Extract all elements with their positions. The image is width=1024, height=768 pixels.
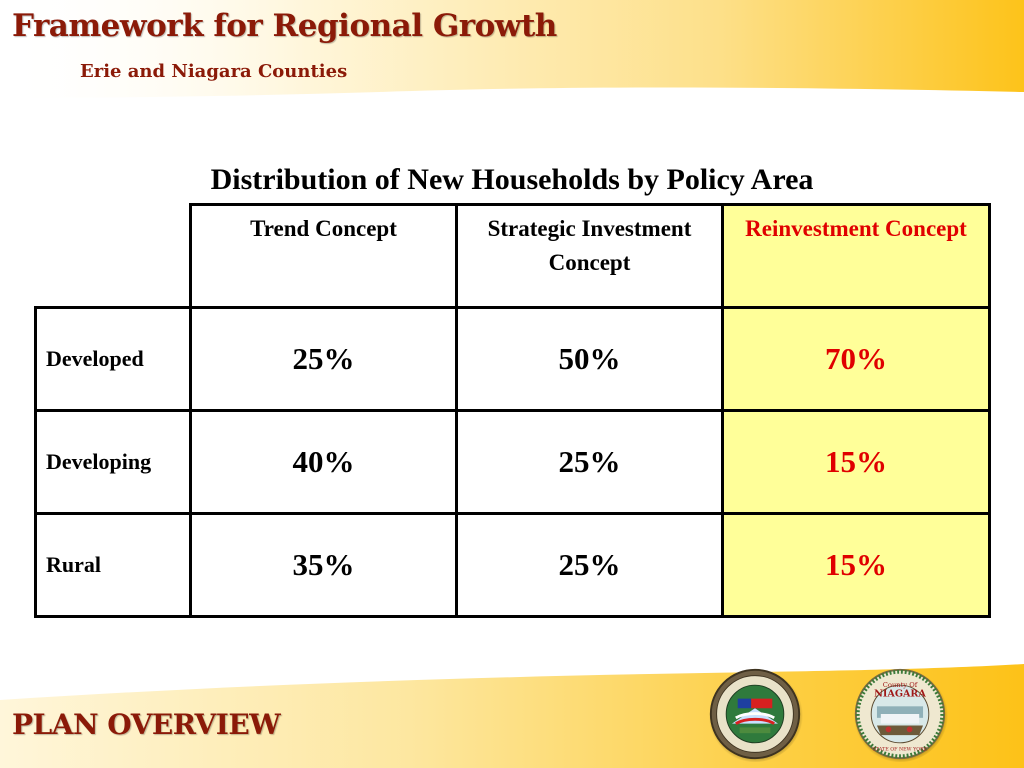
cell-developed-reinvestment: 70%	[721, 306, 991, 412]
table-row: Developing 40% 25% 15%	[34, 409, 991, 515]
distribution-table: Trend Concept Strategic Investment Conce…	[34, 203, 991, 618]
table-title: Distribution of New Households by Policy…	[210, 163, 814, 196]
table-row: Rural 35% 25% 15%	[34, 512, 991, 618]
cell-developing-trend: 40%	[189, 409, 458, 515]
page-title: Framework for Regional Growth	[12, 8, 557, 44]
cell-rural-reinvestment: 15%	[721, 512, 991, 618]
cell-developing-strategic: 25%	[455, 409, 724, 515]
table-header-row: Trend Concept Strategic Investment Conce…	[35, 203, 991, 309]
plan-overview-label: PLAN OVERVIEW	[12, 708, 281, 741]
svg-text:NIAGARA: NIAGARA	[874, 689, 926, 700]
cell-developed-trend: 25%	[189, 306, 458, 412]
cell-rural-strategic: 25%	[455, 512, 724, 618]
erie-county-seal-icon	[708, 668, 803, 762]
column-header-strategic: Strategic Investment Concept	[455, 203, 724, 309]
header-gradient-band	[0, 0, 1024, 98]
row-header-developing: Developing	[34, 409, 192, 515]
svg-text:County Of: County Of	[883, 681, 918, 689]
cell-developed-strategic: 50%	[455, 306, 724, 412]
cell-developing-reinvestment: 15%	[721, 409, 991, 515]
niagara-county-seal-icon: County Of NIAGARA STATE OF NEW YORK	[853, 668, 948, 762]
row-header-rural: Rural	[34, 512, 192, 618]
row-header-developed: Developed	[34, 306, 192, 412]
column-header-trend: Trend Concept	[189, 203, 458, 309]
svg-text:STATE OF NEW YORK: STATE OF NEW YORK	[873, 746, 928, 752]
table-corner-cell	[35, 204, 192, 309]
table-row: Developed 25% 50% 70%	[34, 306, 991, 412]
cell-rural-trend: 35%	[189, 512, 458, 618]
page-subtitle: Erie and Niagara Counties	[80, 61, 348, 82]
column-header-reinvestment: Reinvestment Concept	[721, 203, 991, 309]
